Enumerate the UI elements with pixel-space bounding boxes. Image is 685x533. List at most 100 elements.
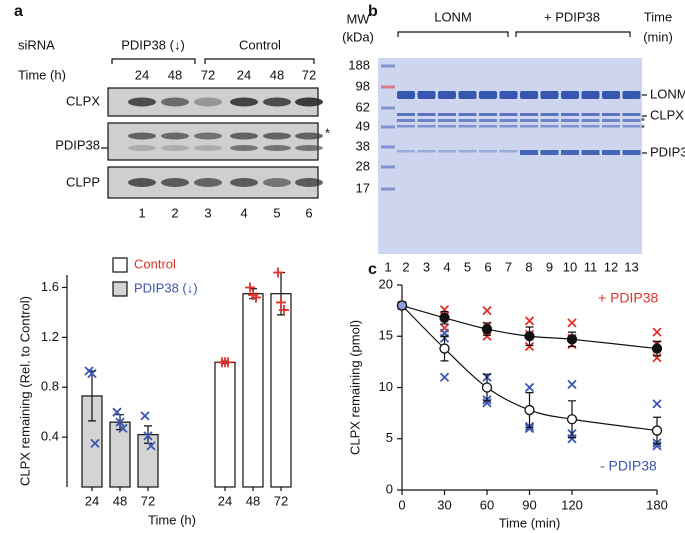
band xyxy=(479,113,497,116)
x-tick-label: 24 xyxy=(218,493,232,508)
legend-swatch xyxy=(112,257,128,273)
lane-number: 1 xyxy=(138,205,145,220)
band xyxy=(161,178,189,187)
mean-point xyxy=(566,414,578,425)
band xyxy=(397,150,415,153)
band xyxy=(458,113,477,116)
replicate-point xyxy=(143,431,153,441)
band xyxy=(581,150,600,155)
band xyxy=(520,119,538,122)
band xyxy=(581,113,600,116)
replicate-point xyxy=(140,411,150,421)
replicate-point xyxy=(87,368,97,379)
band xyxy=(561,125,579,128)
band xyxy=(520,150,538,155)
lane-number: 13 xyxy=(624,259,638,274)
band xyxy=(295,132,323,140)
x-axis-label: Time (h) xyxy=(148,512,196,527)
band xyxy=(194,145,222,151)
band xyxy=(417,91,436,99)
band xyxy=(128,145,156,151)
band xyxy=(194,178,222,187)
mw-marker: 28 xyxy=(356,158,370,173)
x-tick-label: 48 xyxy=(246,493,260,508)
time: 72 xyxy=(302,67,316,82)
band xyxy=(417,119,436,122)
group-label: Control xyxy=(239,37,281,52)
x-tick-label: 30 xyxy=(437,497,451,512)
bracket xyxy=(397,31,509,37)
band xyxy=(295,178,323,187)
replicate-point xyxy=(276,297,286,308)
mean-point xyxy=(481,323,493,335)
y-tick-label: 1.6 xyxy=(41,279,59,294)
replicate-point xyxy=(652,353,662,363)
bracket xyxy=(515,31,631,37)
lane-number: 2 xyxy=(402,259,409,274)
panel-label: b xyxy=(368,3,378,20)
x-axis-label: Time (min) xyxy=(499,515,561,530)
mean-point xyxy=(439,343,450,354)
legend-swatch xyxy=(112,281,128,297)
band xyxy=(602,91,620,99)
group-label: + PDIP38 xyxy=(544,9,600,24)
series-label: - PDIP38 xyxy=(600,458,657,474)
row-label: PDIP38 xyxy=(55,137,100,152)
band xyxy=(263,145,291,151)
band xyxy=(194,97,222,107)
row-label: CLPP xyxy=(66,174,100,189)
group-label: LONM xyxy=(434,9,472,24)
band-label: LONM xyxy=(650,86,685,101)
mean-point xyxy=(524,331,535,342)
asterisk: * xyxy=(641,117,645,128)
bar xyxy=(242,293,264,488)
replicate-point xyxy=(524,423,535,434)
mean-point xyxy=(524,404,535,416)
mean-point xyxy=(481,382,493,393)
replicate-point xyxy=(567,379,577,390)
gel xyxy=(378,58,642,254)
time-label: (min) xyxy=(643,29,673,44)
lane-number: 3 xyxy=(423,259,430,274)
replicate-point xyxy=(524,341,535,352)
replicate-point xyxy=(273,267,283,278)
lane-number: 3 xyxy=(204,205,211,220)
band xyxy=(458,91,477,99)
marker-band xyxy=(381,187,395,191)
band xyxy=(295,97,323,107)
lane-number: 8 xyxy=(525,259,532,274)
band xyxy=(581,91,600,99)
band xyxy=(602,119,620,122)
x-tick-label: 0 xyxy=(398,497,405,512)
mean-point xyxy=(651,343,663,354)
row-label: CLPX xyxy=(66,93,100,108)
band xyxy=(230,145,258,151)
legend-label: PDIP38 (↓) xyxy=(134,280,198,295)
y-tick-label: 10 xyxy=(379,379,393,394)
y-tick-label: 0.8 xyxy=(41,379,59,394)
panel-label: a xyxy=(14,3,23,20)
replicate-point xyxy=(567,318,577,328)
bracket xyxy=(111,58,196,64)
band xyxy=(622,113,641,116)
bar xyxy=(214,361,236,488)
lane-number: 5 xyxy=(273,205,280,220)
replicate-point xyxy=(652,441,662,451)
series-label: + PDIP38 xyxy=(598,290,659,306)
band xyxy=(128,97,156,107)
band-label: CLPX xyxy=(650,107,684,122)
mw-marker: 17 xyxy=(356,180,370,195)
y-tick-label: 1.2 xyxy=(41,329,59,344)
replicate-point xyxy=(112,407,122,417)
x-tick-label: 120 xyxy=(561,497,583,512)
lane-number: 9 xyxy=(546,259,553,274)
y-tick-label: 0.4 xyxy=(41,429,59,444)
band xyxy=(230,178,258,187)
band xyxy=(458,125,477,128)
time: 48 xyxy=(270,67,284,82)
band xyxy=(438,119,456,122)
band xyxy=(438,91,456,99)
band xyxy=(520,113,538,116)
band xyxy=(128,132,156,140)
